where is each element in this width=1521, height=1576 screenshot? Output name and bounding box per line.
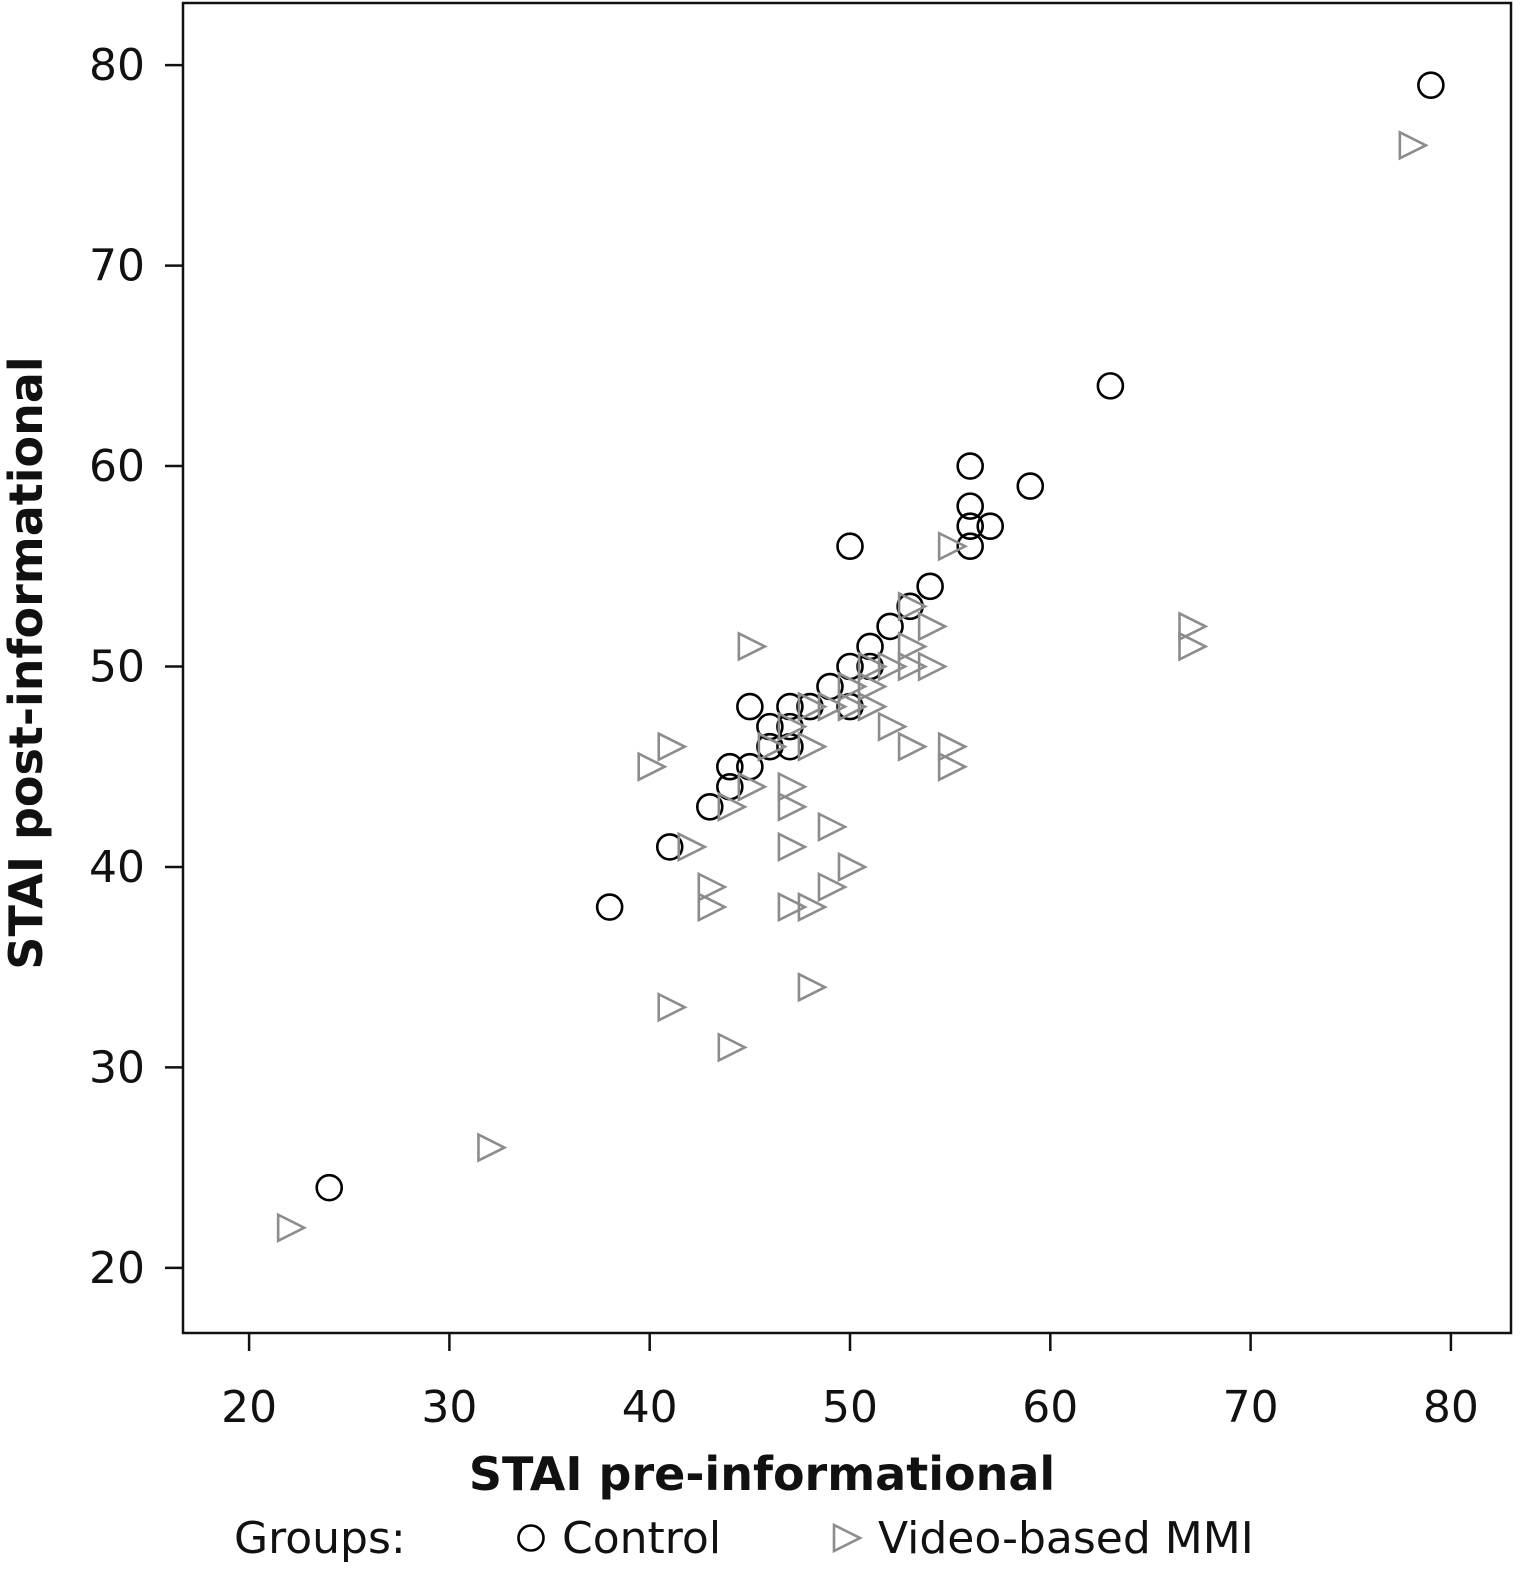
video-mmi-point bbox=[797, 731, 828, 762]
control-point bbox=[716, 752, 744, 781]
video-mmi-point bbox=[1178, 631, 1209, 662]
control-point bbox=[916, 572, 944, 601]
x-axis-title: STAI pre-informational bbox=[469, 1447, 1055, 1501]
y-axis-title: STAI post-informational bbox=[0, 356, 53, 969]
y-tick-label: 30 bbox=[89, 1042, 145, 1093]
video-mmi-point bbox=[857, 651, 888, 682]
legend-label-control: Control bbox=[562, 1513, 721, 1564]
y-tick-label: 50 bbox=[89, 641, 145, 692]
x-tick-label: 70 bbox=[1223, 1382, 1279, 1433]
control-point bbox=[736, 692, 764, 721]
control-point bbox=[836, 532, 864, 561]
video-mmi-point bbox=[937, 531, 969, 562]
video-mmi-point bbox=[897, 631, 929, 662]
data-points bbox=[276, 71, 1445, 1243]
x-tick-label: 80 bbox=[1423, 1382, 1479, 1433]
video-mmi-point bbox=[837, 691, 868, 722]
video-mmi-point bbox=[877, 651, 908, 682]
video-mmi-point bbox=[777, 771, 808, 802]
video-mmi-point bbox=[817, 811, 848, 842]
video-mmi-point bbox=[777, 711, 808, 742]
video-mmi-point bbox=[777, 791, 808, 822]
y-tick-label: 80 bbox=[89, 40, 145, 91]
plot-frame bbox=[181, 1, 1513, 1335]
video-mmi-point bbox=[897, 651, 929, 682]
video-mmi-point bbox=[637, 751, 668, 782]
video-mmi-point bbox=[777, 891, 808, 923]
x-tick-label: 20 bbox=[221, 1382, 277, 1433]
video-mmi-point bbox=[837, 671, 868, 702]
control-point bbox=[695, 793, 724, 821]
video-mmi-point bbox=[717, 1032, 748, 1063]
video-mmi-point bbox=[857, 671, 888, 702]
x-tick-label: 30 bbox=[421, 1382, 477, 1433]
control-point bbox=[956, 452, 984, 480]
video-mmi-point bbox=[657, 992, 688, 1023]
video-mmi-point bbox=[717, 791, 748, 822]
video-mmi-point bbox=[737, 631, 768, 662]
video-mmi-point bbox=[797, 972, 828, 1003]
video-mmi-point bbox=[1398, 130, 1429, 161]
video-mmi-point bbox=[817, 871, 848, 903]
video-mmi-point bbox=[917, 611, 949, 642]
video-mmi-point bbox=[777, 831, 808, 863]
legend-circle-marker bbox=[517, 1524, 545, 1552]
control-point bbox=[655, 833, 684, 861]
video-mmi-point bbox=[737, 771, 768, 802]
x-tick-label: 40 bbox=[622, 1382, 678, 1433]
legend: Groups: Control Video-based MMI bbox=[234, 1513, 1254, 1564]
video-mmi-point bbox=[877, 711, 908, 742]
video-mmi-point bbox=[276, 1212, 308, 1243]
control-point bbox=[595, 893, 624, 921]
video-mmi-point bbox=[897, 591, 929, 622]
legend-triangle-marker bbox=[832, 1522, 863, 1554]
video-mmi-point bbox=[477, 1132, 508, 1163]
legend-label-video: Video-based MMI bbox=[878, 1513, 1254, 1564]
video-mmi-point bbox=[677, 831, 708, 863]
control-point bbox=[1016, 472, 1045, 500]
control-point bbox=[956, 492, 984, 520]
video-mmi-point bbox=[757, 731, 788, 762]
y-tick-label: 20 bbox=[89, 1243, 145, 1294]
video-mmi-point bbox=[857, 691, 888, 722]
video-mmi-point bbox=[1178, 611, 1209, 642]
video-mmi-point bbox=[797, 891, 828, 923]
control-point bbox=[1096, 372, 1125, 400]
y-tick-label: 40 bbox=[89, 842, 145, 893]
video-mmi-point bbox=[937, 731, 969, 762]
control-point bbox=[876, 612, 904, 641]
y-tick-label: 60 bbox=[89, 441, 145, 492]
control-point bbox=[1417, 71, 1445, 99]
control-point bbox=[976, 512, 1005, 540]
video-mmi-point bbox=[817, 691, 848, 722]
video-mmi-point bbox=[937, 751, 969, 782]
video-mmi-point bbox=[657, 731, 688, 762]
axis-ticks: 20 30 40 50 60 70 80 20 30 40 50 60 70 80 bbox=[89, 40, 1479, 1433]
control-point bbox=[956, 532, 984, 561]
video-mmi-point bbox=[897, 731, 929, 762]
control-point bbox=[315, 1173, 344, 1202]
video-mmi-point bbox=[697, 891, 728, 923]
x-tick-label: 60 bbox=[1022, 1382, 1078, 1433]
video-mmi-point bbox=[837, 851, 868, 883]
legend-title: Groups: bbox=[234, 1513, 406, 1564]
control-point bbox=[956, 512, 984, 540]
video-mmi-point bbox=[797, 691, 828, 722]
y-tick-label: 70 bbox=[89, 241, 145, 292]
x-tick-label: 50 bbox=[822, 1382, 878, 1433]
legend-marker-video-icon bbox=[832, 1522, 863, 1554]
video-mmi-point bbox=[917, 651, 949, 682]
video-mmi-point bbox=[697, 871, 728, 903]
legend-marker-control-icon bbox=[517, 1524, 545, 1552]
